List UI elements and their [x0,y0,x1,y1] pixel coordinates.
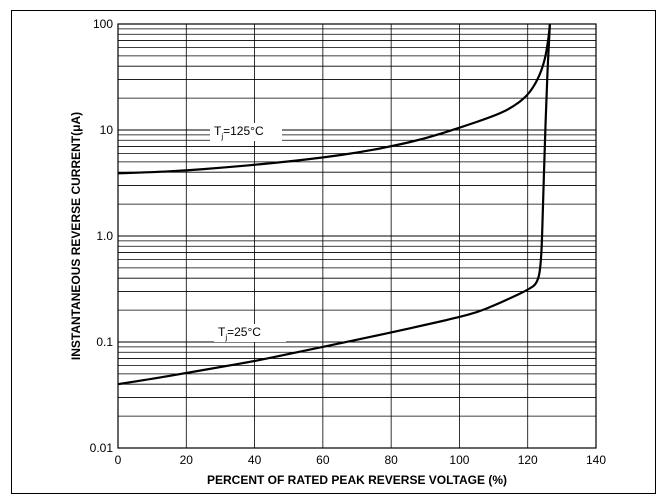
y-tick-label: 10 [100,123,114,137]
series-lines [117,23,551,386]
y-tick-label: 0.01 [90,441,114,455]
x-tick-label: 20 [180,453,194,467]
x-tick-label: 0 [115,453,122,467]
x-tick-label: 80 [384,453,398,467]
series-line-1 [117,23,551,175]
x-tick-label: 40 [248,453,262,467]
x-axis-label: PERCENT OF RATED PEAK REVERSE VOLTAGE (%… [207,473,507,487]
x-tick-label: 120 [518,453,538,467]
series-annotations: Tj=125°C Tj=25°C [210,123,286,342]
plot-area-border [117,23,597,449]
y-axis-label: INSTANTANEOUS REVERSE CURRENT(μA) [69,112,83,360]
series-label-1: Tj=125°C [214,124,264,141]
series-label-background [214,324,286,342]
x-tick-label: 60 [316,453,330,467]
series-label-background [210,123,282,141]
x-tick-label: 140 [586,453,606,467]
x-tick-label: 100 [449,453,469,467]
x-tick-labels: 0 20 40 60 80 100 120 140 [115,453,607,467]
y-tick-label: 100 [93,17,113,31]
series-line-2 [117,23,551,386]
grid [118,24,596,448]
y-tick-labels: 0.01 0.1 1.0 10 100 [90,17,114,455]
y-tick-label: 0.1 [96,335,113,349]
y-tick-label: 1.0 [96,229,113,243]
series-label-2: Tj=25°C [218,325,261,342]
